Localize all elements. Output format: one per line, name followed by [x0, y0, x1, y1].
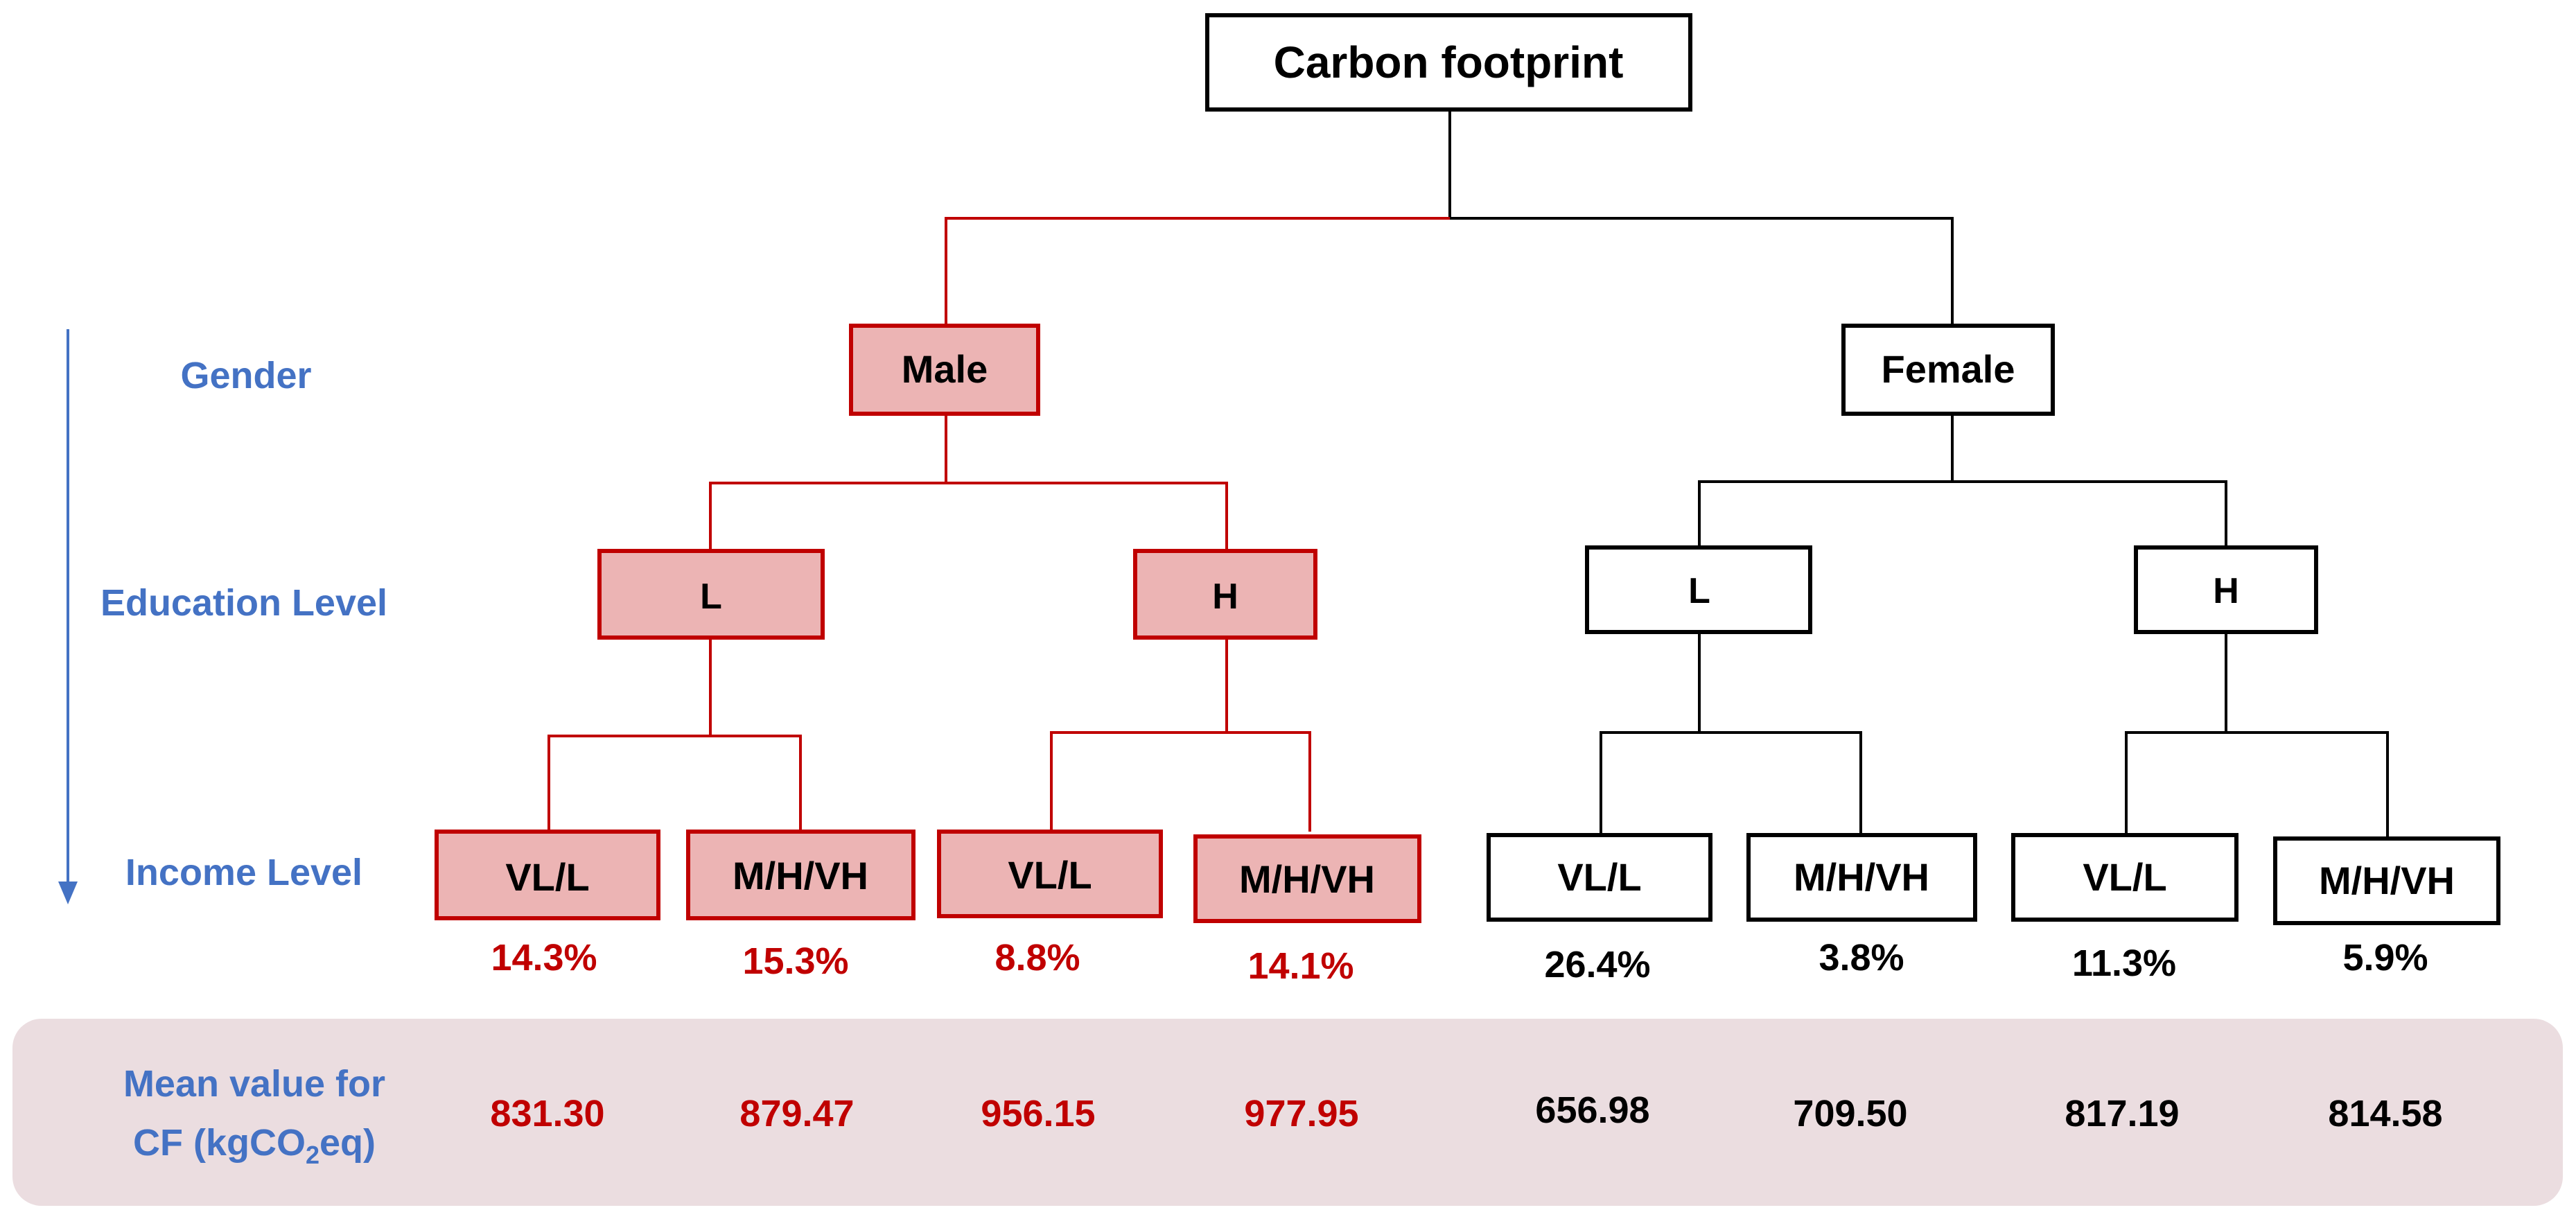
income-label: M/H/VH — [1239, 857, 1375, 901]
mean-row-label-subscript: 2 — [306, 1141, 319, 1169]
root-to-male-line — [945, 217, 1450, 326]
level-label-education: Education Level — [100, 582, 387, 624]
female-edu-high-label: H — [2213, 571, 2239, 611]
mean-row-label-line1: Mean value for — [123, 1063, 385, 1105]
female-edu-high-box — [2134, 545, 2318, 634]
income-node-male-high-mh: M/H/VH 14.1% 977.95 — [1193, 834, 1421, 1134]
root-node-box — [1205, 13, 1692, 112]
male-edu-high-box — [1133, 549, 1317, 640]
edu-node-female-high: H — [2134, 545, 2318, 634]
income-box — [1746, 833, 1977, 922]
edu-node-female-low: L — [1585, 545, 1812, 634]
root-node-label: Carbon footprint — [1274, 37, 1624, 87]
mean-value: 709.50 — [1793, 1093, 1907, 1134]
female-node-label: Female — [1882, 347, 2015, 391]
level-label-gender: Gender — [180, 355, 311, 396]
female-to-edu-line — [1698, 480, 2227, 547]
income-percent: 15.3% — [742, 940, 848, 982]
income-node-female-high-mh: M/H/VH 5.9% 814.58 — [2273, 836, 2500, 1134]
income-percent: 5.9% — [2342, 937, 2428, 979]
income-label: M/H/VH — [733, 854, 868, 897]
mean-row-label-suffix: eq) — [319, 1122, 376, 1164]
gender-node-female: Female — [1841, 324, 2055, 416]
income-label: VL/L — [505, 855, 589, 899]
male-node-label: Male — [902, 347, 988, 391]
income-box — [2273, 836, 2500, 925]
female-edu-low-label: L — [1688, 571, 1710, 611]
female-connectors — [1600, 414, 2389, 839]
income-box — [435, 830, 660, 920]
income-box — [1487, 833, 1712, 922]
income-label: VL/L — [2083, 855, 2166, 899]
income-label: M/H/VH — [2319, 859, 2455, 902]
level-arrow — [58, 329, 78, 904]
gender-node-male: Male — [849, 324, 1040, 416]
income-box — [1193, 834, 1421, 923]
female-edu-low-box — [1585, 545, 1812, 634]
income-node-female-low-vl: VL/L 26.4% 656.98 — [1487, 833, 1712, 1131]
root-node: Carbon footprint — [1205, 13, 1692, 112]
income-node-female-low-mh: M/H/VH 3.8% 709.50 — [1746, 833, 1977, 1134]
income-node-male-low-mh: M/H/VH 15.3% 879.47 — [686, 830, 915, 1134]
income-node-female-high-vl: VL/L 11.3% 817.19 — [2011, 833, 2238, 1134]
male-node-box — [849, 324, 1040, 416]
income-node-male-high-vl: VL/L 8.8% 956.15 — [937, 830, 1163, 1134]
male-to-edu-line — [709, 482, 1228, 551]
level-label-income: Income Level — [125, 852, 362, 893]
level-arrow-head — [58, 882, 78, 904]
root-to-female-line — [1450, 217, 1954, 326]
income-percent: 11.3% — [2072, 942, 2176, 984]
male-edu-low-to-income-line — [547, 735, 802, 832]
mean-row-label-line2: CF (kgCO2eq) — [133, 1122, 376, 1169]
income-label: VL/L — [1008, 853, 1092, 897]
income-percent: 8.8% — [995, 937, 1080, 979]
male-edu-high-label: H — [1212, 577, 1238, 617]
male-edu-low-label: L — [700, 577, 722, 617]
mean-value: 831.30 — [490, 1093, 604, 1134]
mean-value: 977.95 — [1244, 1093, 1358, 1134]
mean-value: 956.15 — [981, 1093, 1095, 1134]
root-connectors — [945, 109, 1954, 326]
edu-node-male-low: L — [597, 549, 825, 640]
income-node-male-low-vl: VL/L 14.3% 831.30 — [435, 830, 660, 1134]
mean-value: 879.47 — [739, 1093, 854, 1134]
income-percent: 14.1% — [1247, 945, 1353, 987]
mean-value: 656.98 — [1535, 1089, 1649, 1131]
income-percent: 26.4% — [1544, 944, 1650, 985]
income-percent: 14.3% — [491, 937, 597, 979]
income-box — [686, 830, 915, 920]
income-percent: 3.8% — [1819, 937, 1904, 979]
male-edu-low-box — [597, 549, 825, 640]
mean-value-panel — [12, 1019, 2563, 1206]
mean-value: 817.19 — [2065, 1093, 2179, 1134]
mean-row-label-prefix: CF (kgCO — [133, 1122, 306, 1164]
female-edu-high-to-income-line — [2125, 731, 2389, 839]
income-label: M/H/VH — [1794, 855, 1929, 899]
male-edu-high-to-income-line — [1050, 731, 1311, 832]
edu-node-male-high: H — [1133, 549, 1317, 640]
female-edu-low-to-income-line — [1600, 731, 1862, 835]
male-connectors — [547, 414, 1311, 832]
income-box — [2011, 833, 2238, 922]
mean-value: 814.58 — [2328, 1093, 2442, 1134]
income-label: VL/L — [1557, 855, 1641, 899]
female-node-box — [1841, 324, 2055, 416]
income-box — [937, 830, 1163, 918]
